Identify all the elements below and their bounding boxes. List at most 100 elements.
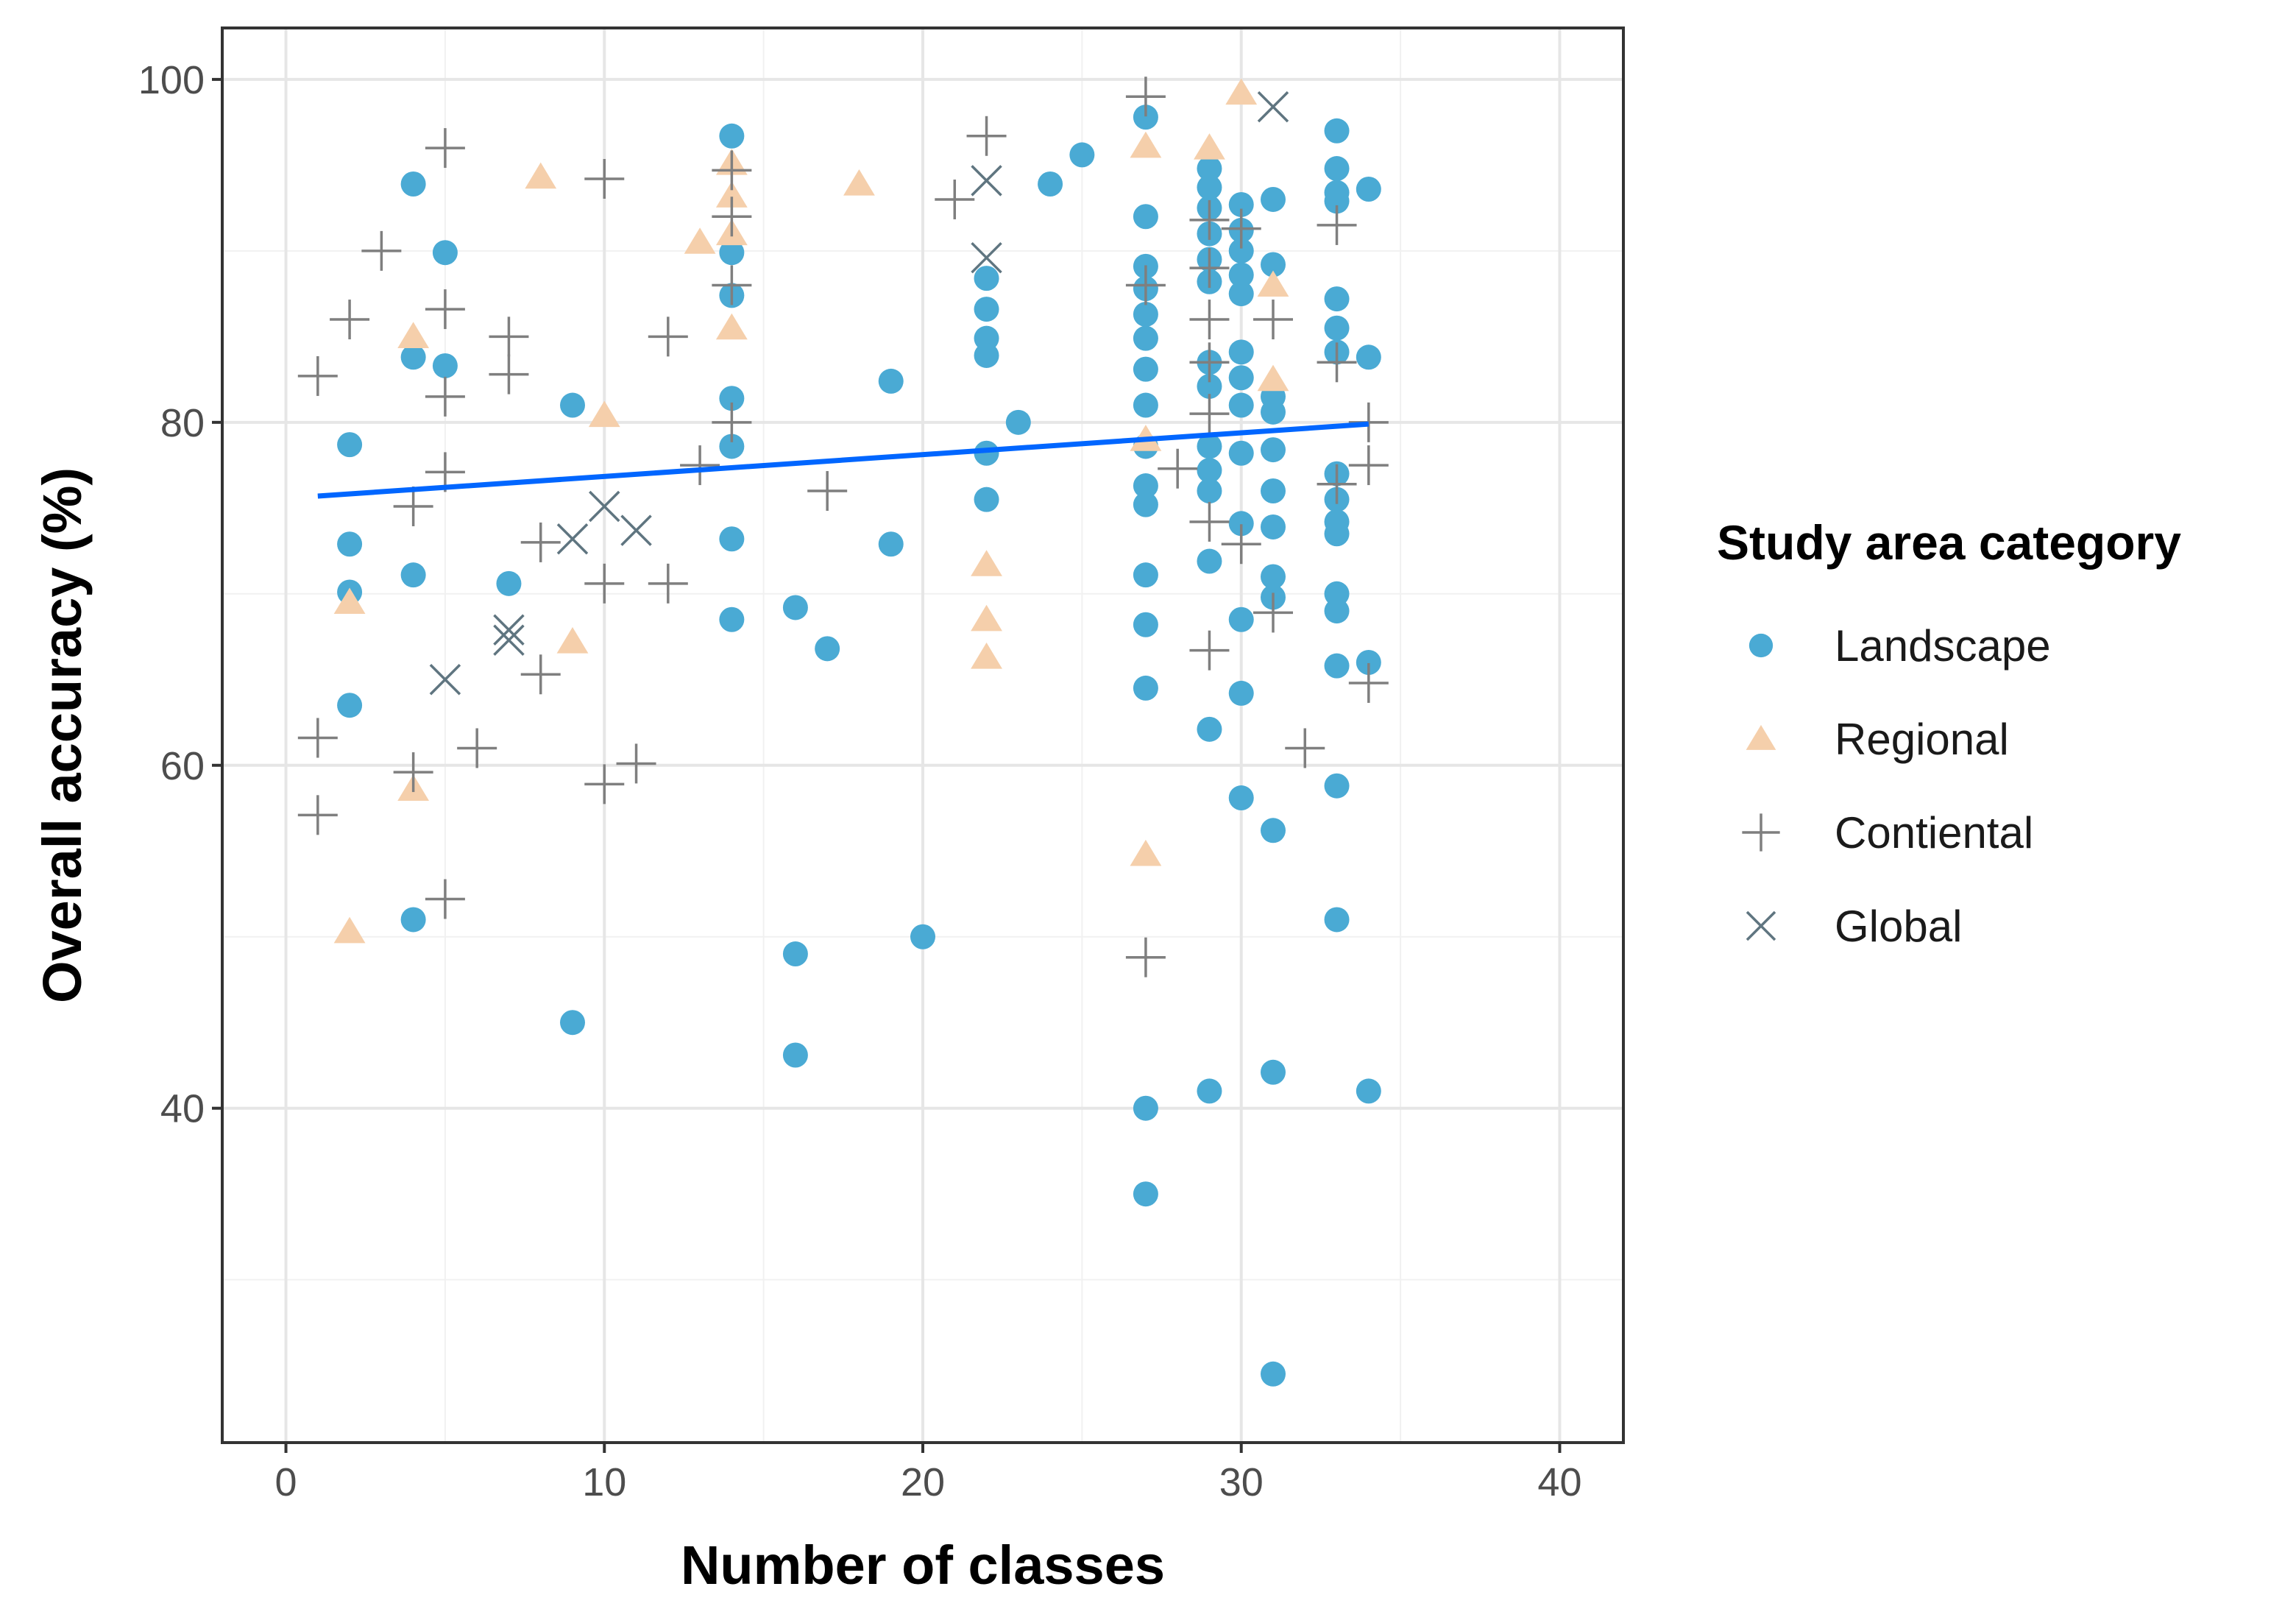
point-landscape [1197,434,1222,459]
point-landscape [432,353,458,378]
point-landscape [782,1042,808,1068]
point-landscape [1197,716,1222,742]
point-landscape [1261,564,1286,590]
point-regional [971,642,1002,669]
legend-label-regional: Regional [1835,715,2009,764]
point-landscape [1069,142,1095,168]
point-landscape [1197,156,1222,182]
point-landscape [1133,356,1158,382]
point-contiental [712,402,752,442]
point-global [493,614,525,645]
y-tick-label: 60 [160,744,205,788]
point-landscape [1133,325,1158,351]
point-contiental [1253,592,1293,633]
point-contiental [584,159,625,199]
point-landscape [782,595,808,620]
point-contiental [1125,937,1166,977]
y-tick-label: 100 [138,58,205,102]
point-contiental [1189,199,1230,240]
point-landscape [1228,191,1254,217]
point-landscape [1133,302,1158,328]
point-contiental [935,179,975,219]
point-global [493,624,525,656]
point-contiental [393,752,433,793]
point-landscape [1228,680,1254,706]
point-landscape [1261,252,1286,277]
point-landscape [1228,365,1254,391]
point-contiental [297,718,338,758]
point-contiental [1158,448,1198,489]
legend-key-contiental [1742,813,1780,852]
point-landscape [1197,458,1222,484]
point-contiental [712,150,752,191]
point-landscape [782,941,808,967]
point-regional [525,162,557,189]
point-landscape [1197,478,1222,504]
point-landscape [1228,262,1254,288]
x-tick-label: 0 [275,1460,297,1504]
legend-key-global [1746,910,1776,941]
legend-key-regional [1746,725,1776,750]
point-landscape [1133,1095,1158,1121]
point-contiental [1125,265,1166,305]
point-contiental [1317,205,1357,245]
point-landscape [560,392,585,418]
point-contiental [425,128,465,169]
point-contiental [1285,728,1325,768]
point-regional [1130,839,1162,866]
legend-key-landscape [1748,633,1774,658]
point-landscape [1197,174,1222,200]
point-landscape [719,386,745,411]
point-landscape [1133,612,1158,637]
point-contiental [807,471,848,512]
axis-ticks: 0 10 20 30 40 40 60 80 100 [138,58,1582,1504]
point-landscape [974,297,999,322]
x-axis-title: Number of classes [681,1535,1165,1596]
point-landscape [1133,1181,1158,1207]
point-landscape [974,440,999,466]
point-landscape [1324,521,1350,547]
point-landscape [1133,473,1158,499]
point-contiental [680,445,720,486]
point-landscape [1228,339,1254,365]
point-landscape [1324,907,1350,933]
point-contiental [520,522,561,562]
point-landscape [1261,399,1286,425]
point-landscape [1356,344,1381,370]
point-global [429,664,461,696]
point-contiental [648,563,688,604]
point-landscape [974,325,999,351]
point-landscape [400,907,426,933]
point-contiental [1189,630,1230,671]
point-landscape [1356,176,1381,202]
point-contiental [330,300,370,340]
point-landscape [1324,286,1350,312]
point-landscape [1228,606,1254,632]
point-landscape [1261,437,1286,463]
point-regional [1194,133,1225,160]
point-contiental [712,265,752,305]
point-landscape [1228,440,1254,466]
point-contiental [361,230,402,271]
point-global [589,490,620,523]
point-landscape [1133,675,1158,701]
point-contiental [489,354,529,395]
point-regional [333,916,366,944]
point-contiental [1348,445,1389,486]
point-contiental [520,654,561,695]
point-contiental [297,355,338,396]
point-contiental [1189,394,1230,434]
point-landscape [974,266,999,291]
point-contiental [648,316,688,357]
point-contiental [1221,208,1261,249]
point-landscape [337,531,363,557]
point-contiental [1189,300,1230,340]
point-regional [1130,131,1162,158]
point-contiental [712,197,752,237]
trend-line [317,421,1370,499]
point-contiental [584,563,625,604]
point-landscape [878,368,904,394]
point-contiental [1125,77,1166,117]
point-contiental [1317,464,1357,504]
